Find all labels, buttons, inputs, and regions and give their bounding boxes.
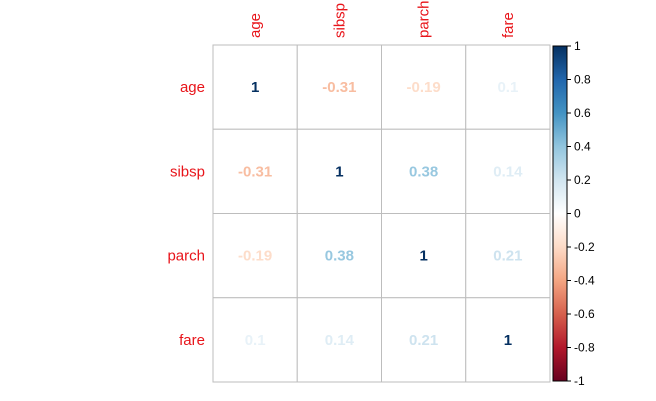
colorbar-ticks: 1 0.8 0.6 0.4 0.2 0 -0.2 -0.4 -0.6 -0.8 -1 [567,39,595,388]
cell-parch-sibsp [296,213,382,299]
colorbar-tick-label: -0.6 [574,307,595,321]
value-age-sibsp: -0.31 [322,79,356,96]
value-parch-parch: 1 [419,248,427,265]
colorbar-tick-label: 0.8 [574,73,591,87]
column-label-sibsp: sibsp [331,3,348,38]
cell-sibsp-age [212,128,298,214]
colorbar-tick-label: 0.6 [574,106,591,120]
value-parch-age: -0.19 [238,248,272,265]
cell-sibsp-fare [465,128,551,214]
cell-parch-fare [465,213,551,299]
value-parch-fare: 0.21 [493,248,522,265]
colorbar-tick-label: -0.8 [574,341,595,355]
row-label-sibsp: sibsp [170,163,205,180]
cell-age-age [212,44,298,130]
value-age-age: 1 [251,79,259,96]
colorbar [552,45,568,382]
row-label-parch: parch [167,248,205,265]
column-labels: age sibsp parch fare [247,0,517,38]
cell-fare-fare [465,297,551,383]
column-label-fare: fare [500,12,517,38]
value-sibsp-parch: 0.38 [409,163,438,180]
column-label-age: age [247,13,264,38]
cell-sibsp-sibsp [296,128,382,214]
cell-values: 1 -0.31 -0.19 0.1 -0.31 1 0.38 0.14 -0.19 0.38 1 0.… [238,79,523,349]
colorbar-tick-label: -0.2 [574,240,595,254]
row-label-age: age [180,79,205,96]
value-sibsp-fare: 0.14 [493,163,523,180]
cell-fare-age [212,297,298,383]
colorbar-tick-label: 0 [574,207,581,221]
value-parch-sibsp: 0.38 [325,248,354,265]
value-age-fare: 0.1 [497,79,518,96]
colorbar-tick-label: 1 [574,39,581,53]
colorbar-gradient [552,45,568,382]
value-sibsp-age: -0.31 [238,163,272,180]
value-sibsp-sibsp: 1 [335,163,343,180]
colorbar-tick-label: 0.4 [574,140,591,154]
column-label-parch: parch [416,0,433,38]
value-fare-parch: 0.21 [409,332,438,349]
value-fare-fare: 1 [504,332,512,349]
row-labels: age sibsp parch fare [167,79,205,349]
colorbar-tick-label: 0.2 [574,173,591,187]
cell-age-sibsp [296,44,382,130]
colorbar-tick-label: -0.4 [574,274,595,288]
row-label-fare: fare [179,332,205,349]
value-fare-age: 0.1 [245,332,266,349]
value-fare-sibsp: 0.14 [325,332,355,349]
value-age-parch: -0.19 [407,79,441,96]
cell-age-parch [381,44,467,130]
colorbar-tick-label: -1 [574,374,585,388]
correlation-grid [212,44,551,383]
cell-fare-sibsp [296,297,382,383]
cell-age-fare [465,44,551,130]
